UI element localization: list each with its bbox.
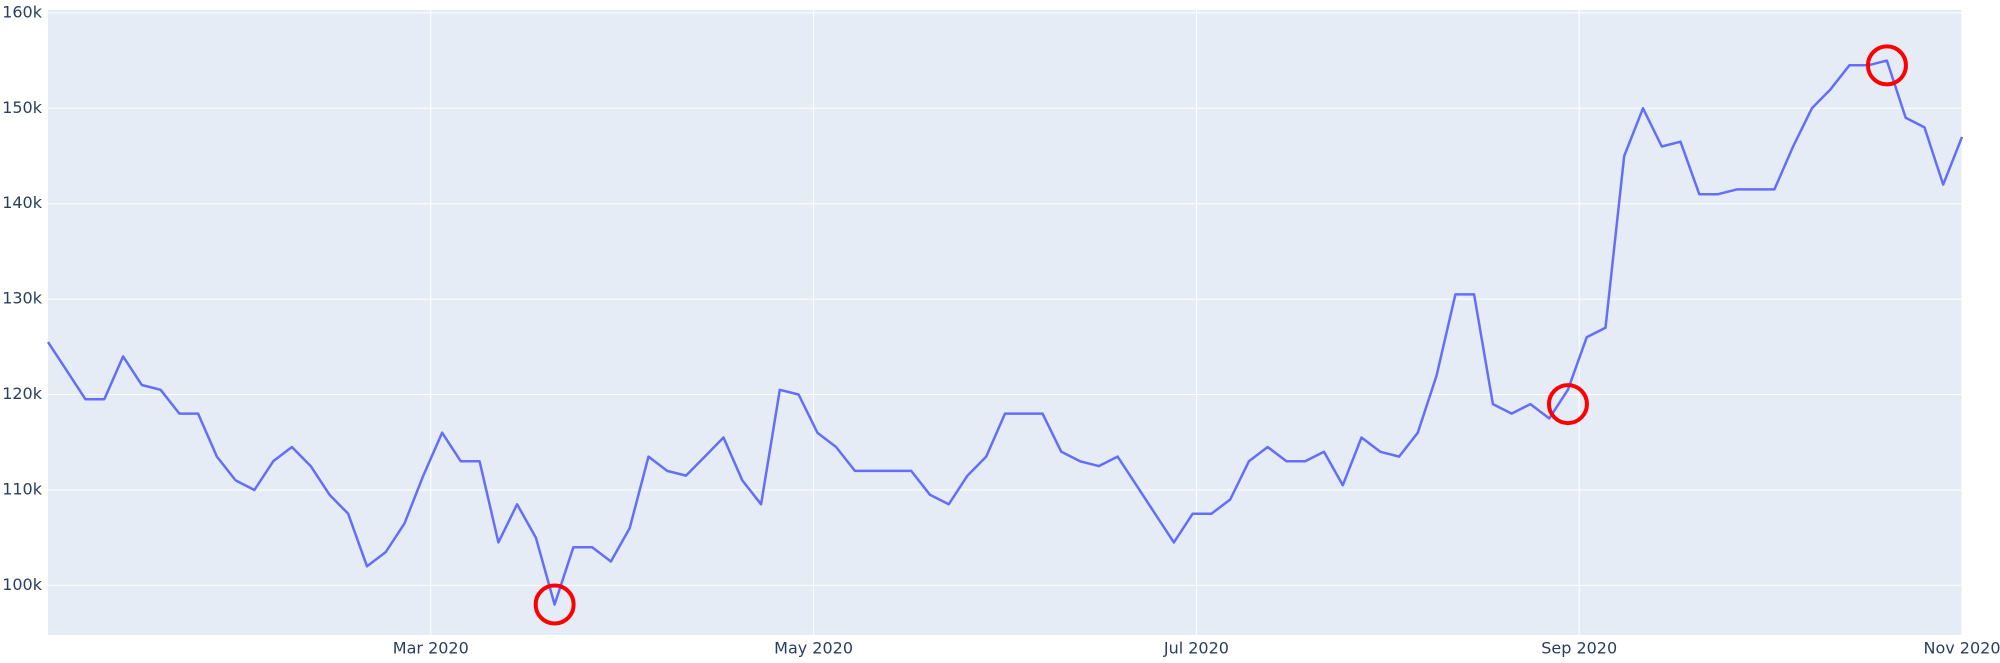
x-tick-label: Jul 2020 xyxy=(1163,639,1229,658)
plot-background xyxy=(48,10,1962,635)
y-tick-label: 120k xyxy=(2,384,43,403)
x-tick-label: May 2020 xyxy=(774,639,853,658)
data-line xyxy=(46,59,1964,606)
y-tick-label: 100k xyxy=(2,575,43,594)
y-tick-label: 160k xyxy=(2,2,43,21)
y-tick-label: 130k xyxy=(2,289,43,308)
y-tick-label: 150k xyxy=(2,98,43,117)
y-tick-label: 110k xyxy=(2,479,43,498)
x-tick-label: Sep 2020 xyxy=(1541,639,1617,658)
x-tick-label: Nov 2020 xyxy=(1923,639,2000,658)
highlight-marker xyxy=(1865,44,1908,87)
highlight-marker xyxy=(533,583,576,626)
x-tick-label: Mar 2020 xyxy=(393,639,469,658)
y-tick-label: 140k xyxy=(2,193,43,212)
highlight-marker xyxy=(1546,383,1589,426)
